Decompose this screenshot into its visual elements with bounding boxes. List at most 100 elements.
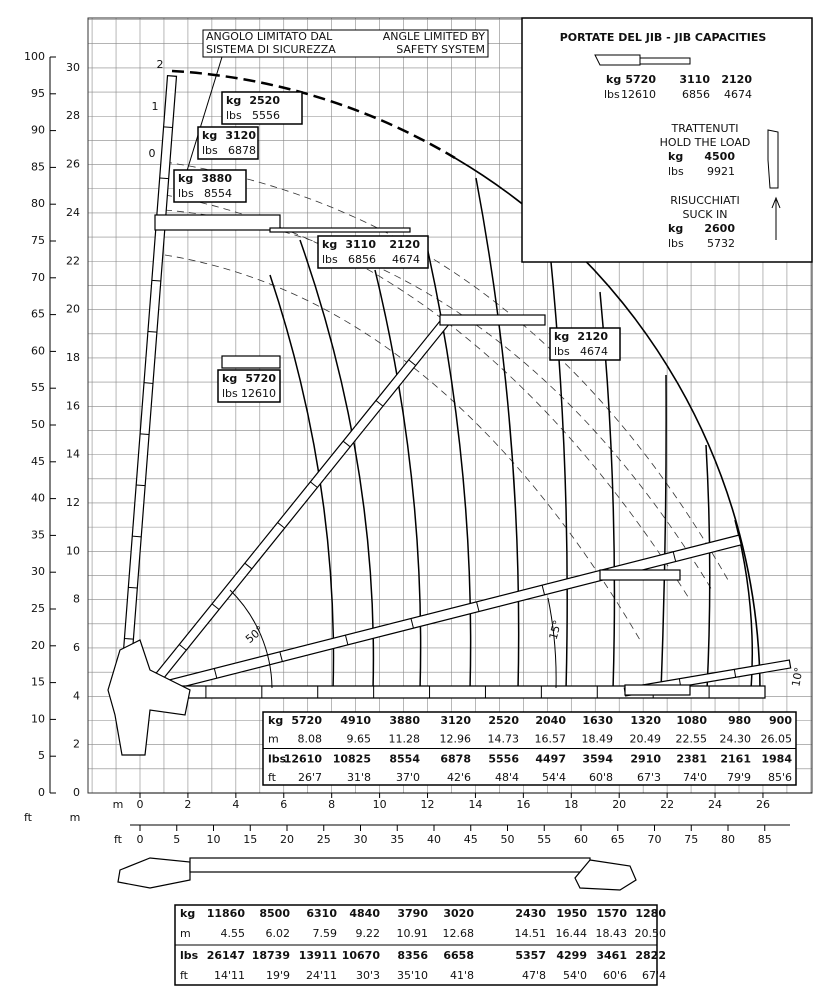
jib-icon [221, 355, 281, 369]
x-tick-label: 70 [648, 833, 662, 846]
hook-icon [767, 129, 779, 189]
y-tick-label: 10 [66, 544, 80, 557]
boom-segment [279, 651, 283, 662]
y-tick-label: 60 [31, 344, 45, 357]
unit-label: kg [554, 330, 569, 343]
table-cell: 13911 [299, 949, 337, 962]
y-tick-label: 55 [31, 381, 45, 394]
panel-value: 2600 [704, 222, 735, 235]
jib-value: 3110 [679, 73, 710, 86]
x-tick-label: 10 [373, 798, 387, 811]
unit-label: lbs [668, 237, 684, 250]
load-box [317, 235, 429, 269]
boom-label: 2 [157, 58, 164, 71]
table-cell: 5357 [515, 949, 546, 962]
load-curve [475, 177, 520, 691]
x-tick-label: 50 [501, 833, 515, 846]
x-tick-label: 55 [537, 833, 551, 846]
load-value: 4674 [580, 345, 608, 358]
table-cell: 60'6 [603, 969, 627, 982]
unit-label: kg [606, 73, 621, 86]
envelope-dashed [171, 69, 456, 160]
x-tick-label: 14 [468, 798, 482, 811]
table-cell: 2430 [515, 907, 546, 920]
x-tick-label: 30 [354, 833, 368, 846]
unit-label: kg [668, 150, 683, 163]
table-cell: 18739 [252, 949, 290, 962]
table-cell: 3020 [443, 907, 474, 920]
note-text: ANGOLO LIMITATO DAL [206, 30, 333, 43]
table-cell: 48'4 [495, 771, 519, 784]
x-tick-label: 5 [173, 833, 180, 846]
jib-drawing [574, 859, 637, 891]
unit-label: kg [322, 238, 337, 251]
y-tick-label: 25 [31, 602, 45, 615]
x-tick-label: 20 [612, 798, 626, 811]
boom-label: 0 [149, 147, 156, 160]
table-cell: 67'4 [642, 969, 666, 982]
table-cell: 5556 [488, 753, 519, 766]
table-cell: 4497 [535, 753, 566, 766]
load-box [221, 91, 303, 125]
table-cell: 4840 [349, 907, 380, 920]
unit-label: kg [202, 129, 217, 142]
unit-label: lbs [226, 109, 242, 122]
unit-label: kg [668, 222, 683, 235]
arrow [771, 196, 781, 240]
y-tick-label: 0 [38, 786, 45, 799]
table-cell: 74'0 [683, 771, 707, 784]
boom-segment [128, 586, 138, 589]
x-tick-label: 18 [564, 798, 578, 811]
table-cell: 4910 [340, 714, 371, 727]
load-curve [547, 231, 568, 691]
table-cell: 4.55 [221, 927, 246, 940]
table-cell: 9.65 [347, 732, 372, 745]
table-cell: 6878 [440, 753, 471, 766]
table-cell: 1984 [761, 753, 792, 766]
x-tick-label: 4 [232, 798, 239, 811]
boom-segment [213, 668, 218, 679]
table-cell: 7.59 [313, 927, 338, 940]
y-tick-label: 45 [31, 455, 45, 468]
load-curve [424, 237, 472, 691]
row-header: lbs [180, 949, 199, 962]
table-cell: 30'3 [356, 969, 380, 982]
load-value: 8554 [204, 187, 232, 200]
table-cell: 12610 [284, 753, 323, 766]
table-cell: 10670 [342, 949, 381, 962]
table-cell: 6.02 [266, 927, 291, 940]
unit-label: kg [226, 94, 241, 107]
table-cell: 41'8 [450, 969, 474, 982]
boom-segment [310, 481, 318, 488]
table-cell: 3880 [389, 714, 420, 727]
table-cell: 9.22 [356, 927, 381, 940]
boom-label: 1 [152, 100, 159, 113]
jib-icon [154, 214, 281, 231]
table-cell: 35'10 [397, 969, 428, 982]
boom-segment [408, 359, 417, 366]
jib-drawing [117, 857, 191, 889]
table-cell: 8356 [397, 949, 428, 962]
y-tick-label: 15 [31, 676, 45, 689]
y-tick-label: 75 [31, 234, 45, 247]
jib-value: 4674 [724, 88, 752, 101]
boom-segment [733, 669, 737, 678]
x-tick-label: 20 [280, 833, 294, 846]
boom-segment [124, 637, 134, 640]
y-tick-label: 20 [31, 639, 45, 652]
table-cell: 3594 [582, 753, 613, 766]
table-cell: 14.51 [515, 927, 547, 940]
y-tick-label: 95 [31, 87, 45, 100]
x-tick-label: 26 [756, 798, 770, 811]
table-cell: 1080 [676, 714, 707, 727]
load-value: 6856 [348, 253, 376, 266]
boom-segment [375, 400, 384, 407]
note-text: ANGLE LIMITED BY [383, 30, 486, 43]
unit-label: lbs [178, 187, 194, 200]
axis-unit: ft [24, 811, 33, 824]
y-tick-label: 16 [66, 399, 80, 412]
row-header: m [268, 732, 279, 745]
y-tick-label: 26 [66, 158, 80, 171]
y-tick-label: 18 [66, 351, 80, 364]
boom-segment [140, 433, 150, 436]
